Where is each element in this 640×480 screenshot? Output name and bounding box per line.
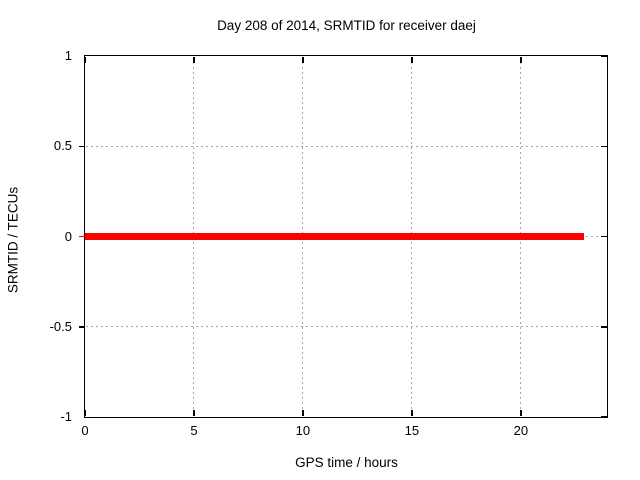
y-tick-label: -0.5 — [49, 318, 72, 334]
x-tick-label: 0 — [81, 423, 89, 438]
y-tick-mark-right — [601, 145, 607, 147]
x-tick-mark-top — [84, 57, 86, 63]
x-tick-label: 5 — [190, 423, 198, 438]
y-tick-mark-right — [601, 326, 607, 328]
chart-title: Day 208 of 2014, SRMTID for receiver dae… — [217, 18, 476, 33]
x-tick-mark-top — [302, 57, 304, 63]
x-axis-label: GPS time / hours — [295, 455, 398, 470]
y-tick-label: 1 — [64, 48, 72, 63]
y-tick-mark-right — [601, 416, 607, 418]
y-tick-mark-right — [601, 55, 607, 57]
y-tick-label: 0 — [64, 228, 72, 244]
y-tick-label: 0.5 — [53, 138, 72, 154]
x-tick-label: 20 — [513, 423, 529, 438]
grid-line-horizontal — [86, 145, 607, 147]
x-tick-mark-bottom — [193, 410, 195, 416]
y-tick-mark-right — [601, 235, 607, 238]
y-tick-label: -1 — [60, 409, 72, 424]
x-tick-mark-bottom — [411, 410, 413, 416]
y-tick-mark-left — [79, 235, 85, 238]
x-tick-mark-top — [411, 57, 413, 63]
x-tick-label: 10 — [295, 423, 311, 438]
series-line-srmtid — [85, 233, 585, 240]
y-tick-mark-left — [79, 326, 85, 328]
x-tick-mark-bottom — [520, 410, 522, 416]
x-tick-mark-bottom — [84, 410, 86, 416]
x-tick-label: 15 — [404, 423, 420, 438]
grid-line-horizontal — [86, 326, 607, 328]
x-tick-mark-bottom — [302, 410, 304, 416]
y-tick-mark-left — [79, 145, 85, 147]
x-tick-mark-top — [193, 57, 195, 63]
x-tick-mark-top — [520, 57, 522, 63]
